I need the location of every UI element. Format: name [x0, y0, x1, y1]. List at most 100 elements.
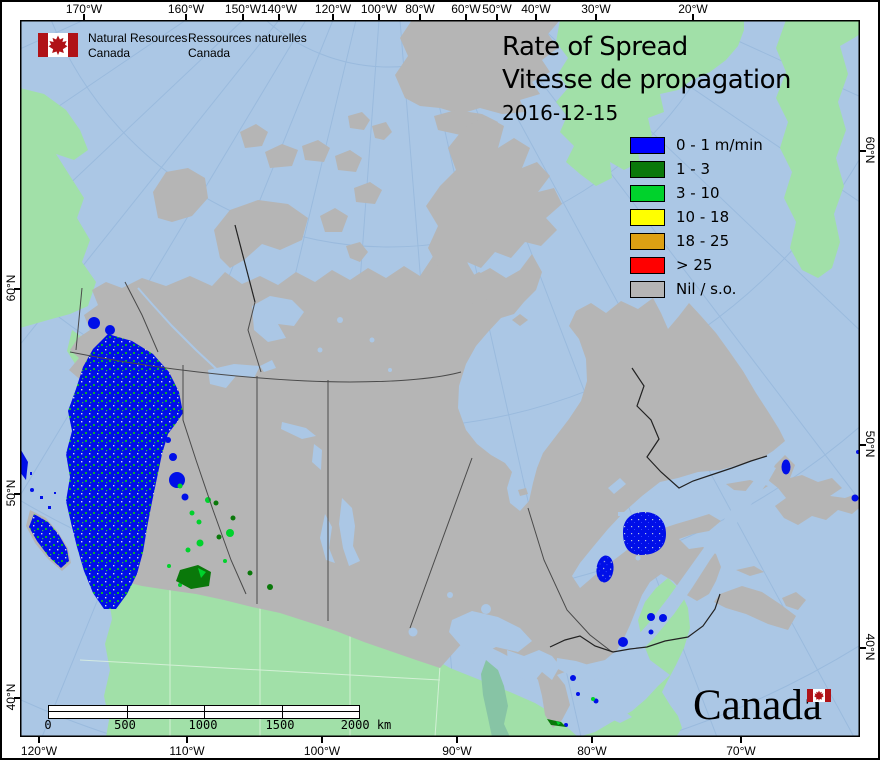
ellesmere-island — [395, 20, 560, 114]
latitude-label-right: 60°N — [863, 136, 877, 164]
legend-label: 1 - 3 — [676, 160, 711, 178]
lake-michigan — [481, 660, 510, 737]
newfoundland — [768, 455, 860, 525]
labrador-border — [631, 367, 768, 489]
canada-mainland — [69, 240, 785, 728]
great-bear-lake — [252, 296, 304, 342]
dept-fr-line1: Ressources naturelles — [188, 31, 307, 45]
longitude-label-top: 120°W — [314, 2, 352, 16]
dept-name-en: Natural Resources Canada — [88, 31, 187, 61]
longitude-tick-bottom — [740, 737, 742, 743]
latitude-label-left: 60°N — [4, 274, 18, 302]
legend-swatch — [630, 232, 665, 250]
southampton-island — [461, 272, 497, 304]
legend-label: Nil / s.o. — [676, 280, 737, 298]
canada-flag-icon — [38, 33, 78, 57]
wordmark-flag-icon — [807, 689, 831, 702]
legend-swatch — [630, 136, 665, 154]
dept-en-line2: Canada — [88, 46, 131, 60]
territory-borders — [234, 224, 768, 653]
fire-prairie-green — [167, 483, 234, 587]
legend-row: > 25 — [630, 256, 712, 274]
map-canvas — [20, 20, 860, 737]
fire-overlay — [20, 317, 860, 727]
scale-label: 0 — [44, 718, 52, 732]
longitude-tick-bottom — [456, 737, 458, 743]
longitude-tick-top — [419, 14, 421, 20]
longitude-label-bottom: 110°W — [169, 744, 205, 758]
longitude-tick-bottom — [186, 737, 188, 743]
latitude-tick-left — [14, 493, 20, 495]
latitude-tick-right — [860, 444, 866, 446]
longitude-label-bottom: 70°W — [726, 744, 756, 758]
longitude-tick-bottom — [591, 737, 593, 743]
legend-row: Nil / s.o. — [630, 280, 736, 298]
longitude-label-bottom: 80°W — [577, 744, 607, 758]
latitude-label-left: 40°N — [4, 683, 18, 711]
longitude-tick-top — [185, 14, 187, 20]
legend-row: 10 - 18 — [630, 208, 729, 226]
lake-erie — [574, 690, 632, 723]
longitude-label-top: 100°W — [360, 2, 398, 16]
longitude-label-bottom: 100°W — [303, 744, 341, 758]
longitude-label-top: 20°W — [678, 2, 708, 16]
fire-area-bc — [66, 334, 183, 609]
legend-row: 0 - 1 m/min — [630, 136, 763, 154]
scale-label: 500 — [114, 718, 136, 732]
fire-prairie-darkgreen — [213, 500, 273, 590]
longitude-label-top: 140°W — [260, 2, 298, 16]
alaska — [20, 88, 96, 328]
victoria-island — [214, 200, 308, 268]
legend-row: 3 - 10 — [630, 184, 720, 202]
longitude-tick-top — [332, 14, 334, 20]
legend-row: 1 - 3 — [630, 160, 710, 178]
longitude-tick-top — [595, 14, 597, 20]
longitude-tick-top — [465, 14, 467, 20]
dept-en-line1: Natural Resources — [88, 31, 188, 45]
mackenzie-river — [137, 287, 225, 377]
longitude-label-bottom: 90°W — [442, 744, 472, 758]
title-fr: Vitesse de propagation — [502, 65, 791, 95]
lake-winnipeg — [339, 498, 360, 566]
greenland — [556, 20, 744, 186]
longitude-label-top: 160°W — [167, 2, 205, 16]
lake-athabasca — [281, 422, 316, 439]
longitude-tick-top — [242, 14, 244, 20]
longitude-label-top: 150°W — [224, 2, 262, 16]
legend-label: 0 - 1 m/min — [676, 136, 763, 154]
longitude-label-top: 50°W — [482, 2, 512, 16]
longitude-label-bottom: 120°W — [20, 744, 58, 758]
canada-fire-map — [20, 20, 860, 737]
longitude-label-top: 80°W — [405, 2, 435, 16]
scale-bar — [48, 705, 360, 719]
latitude-tick-left — [14, 697, 20, 699]
map-date: 2016-12-15 — [502, 101, 619, 125]
legend-label: 18 - 25 — [676, 232, 730, 250]
lake-ontario — [556, 658, 603, 681]
scale-label: 1000 — [188, 718, 218, 732]
legend-swatch — [630, 280, 665, 298]
longitude-label-top: 40°W — [521, 2, 551, 16]
legend-swatch — [630, 256, 665, 274]
greenland-east — [776, 20, 860, 278]
legend-swatch — [630, 208, 665, 226]
longitude-tick-top — [83, 14, 85, 20]
legend-swatch — [630, 160, 665, 178]
lake-huron — [507, 650, 560, 684]
fire-quebec-blob — [623, 512, 666, 555]
dept-name-fr: Ressources naturelles Canada — [188, 31, 307, 61]
province-borders — [69, 281, 613, 653]
lakes — [137, 287, 776, 737]
pei — [736, 566, 764, 576]
usa — [104, 576, 690, 737]
longitude-tick-top — [496, 14, 498, 20]
nova-scotia — [714, 586, 796, 630]
latitude-tick-right — [860, 150, 866, 152]
latitude-label-left: 50°N — [4, 479, 18, 507]
latitude-label-right: 40°N — [863, 633, 877, 661]
title-en: Rate of Spread — [502, 32, 688, 62]
map-title-block: Rate of Spread Vitesse de propagation 20… — [502, 31, 791, 126]
longitude-label-top: 30°W — [581, 2, 611, 16]
longitude-tick-top — [378, 14, 380, 20]
